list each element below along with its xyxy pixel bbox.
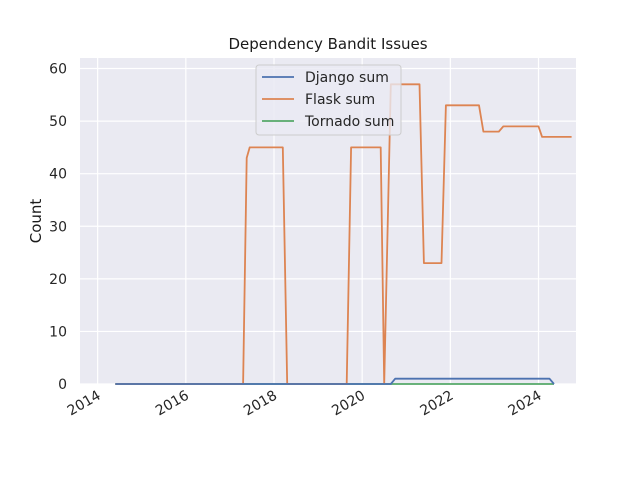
y-tick-label: 10: [49, 324, 67, 340]
y-tick-label: 60: [49, 62, 67, 78]
x-tick-label: 2018: [241, 388, 280, 420]
y-tick-label: 40: [49, 167, 67, 183]
y-tick-labels: 0 10 20 30 40 50 60: [49, 62, 67, 393]
legend-box: [255, 64, 402, 136]
series-lines: [115, 83, 572, 385]
x-tick-label: 2024: [506, 388, 545, 420]
legend-label: Tornado sum: [304, 114, 394, 130]
x-tick-labels: 2014 2016 2018 2020 2022 2024: [65, 388, 545, 420]
y-tick-label: 30: [49, 219, 67, 235]
x-tick-label: 2014: [65, 388, 104, 420]
legend-label: Flask sum: [305, 92, 375, 108]
legend-label: Django sum: [305, 70, 389, 86]
series-line-django-sum: [115, 377, 555, 385]
y-tick-label: 20: [49, 272, 67, 288]
y-tick-label: 50: [49, 114, 67, 130]
x-tick-label: 2022: [417, 388, 456, 420]
x-tick-label: 2020: [329, 388, 368, 420]
y-axis-label: Count: [27, 199, 45, 244]
y-tick-label: 0: [58, 377, 67, 393]
legend: Django sum Flask sum Tornado sum: [255, 64, 402, 136]
chart-title: Dependency Bandit Issues: [228, 35, 427, 53]
gridlines: [80, 58, 576, 385]
series-line-flask-sum: [115, 83, 572, 385]
x-tick-label: 2016: [153, 388, 192, 420]
